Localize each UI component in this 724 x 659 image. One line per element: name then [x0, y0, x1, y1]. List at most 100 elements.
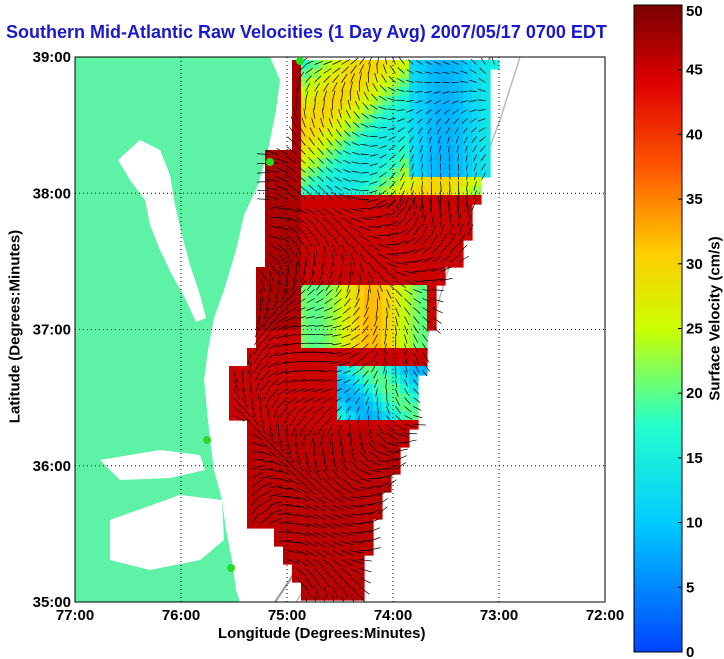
velocity-cell: [472, 60, 482, 70]
velocity-cell: [247, 492, 257, 502]
radar-station-marker[interactable]: [266, 158, 274, 166]
velocity-vector: [305, 325, 315, 327]
velocity-cell: [319, 159, 329, 169]
velocity-vector: [422, 307, 431, 313]
velocity-cell: [310, 168, 320, 178]
velocity-vector: [386, 451, 399, 453]
velocity-vector: [242, 370, 244, 383]
velocity-cell: [301, 114, 311, 124]
velocity-cell: [409, 96, 419, 106]
velocity-vector: [480, 154, 486, 162]
velocity-cell: [256, 339, 266, 349]
velocity-vector: [309, 127, 315, 137]
velocity-cell: [400, 96, 410, 106]
velocity-cell: [454, 60, 464, 70]
velocity-cell: [391, 195, 401, 205]
velocity-cell: [283, 303, 293, 313]
velocity-vector: [278, 487, 291, 490]
velocity-vector: [477, 109, 486, 111]
velocity-vector: [463, 136, 468, 144]
velocity-vector: [398, 136, 405, 143]
radar-station-marker[interactable]: [296, 57, 304, 65]
velocity-vector: [251, 479, 262, 488]
velocity-cell: [274, 177, 284, 187]
velocity-vector: [314, 523, 327, 529]
velocity-vector: [386, 472, 398, 479]
velocity-vector: [384, 370, 387, 379]
velocity-vector: [386, 479, 397, 488]
velocity-vector: [478, 127, 486, 132]
velocity-cell: [292, 87, 302, 97]
velocity-cell: [337, 132, 347, 142]
velocity-vector: [275, 176, 288, 182]
velocity-cell: [391, 213, 401, 223]
velocity-vector: [266, 178, 279, 182]
velocity-vector: [464, 145, 468, 153]
velocity-cell: [274, 339, 284, 349]
velocity-cell: [418, 141, 428, 151]
velocity-vector: [350, 451, 357, 463]
velocity-cell: [310, 141, 320, 151]
velocity-cell: [355, 303, 365, 313]
velocity-vector: [266, 195, 279, 200]
colorbar-tick-label: 40: [686, 126, 703, 143]
velocity-vector: [346, 280, 351, 293]
velocity-vector: [276, 148, 288, 155]
velocity-vector: [314, 325, 324, 327]
velocity-vector: [359, 352, 369, 362]
velocity-vector: [350, 496, 363, 500]
velocity-vector: [332, 559, 343, 568]
velocity-vector: [343, 130, 351, 137]
velocity-vector: [296, 79, 302, 92]
velocity-cell: [319, 186, 329, 196]
velocity-cell: [472, 150, 482, 160]
velocity-cell: [274, 366, 284, 376]
velocity-cell: [256, 348, 266, 358]
chesapeake-bay: [118, 140, 206, 322]
velocity-vector: [313, 406, 324, 414]
velocity-vector: [350, 208, 363, 212]
velocity-cell: [454, 141, 464, 151]
velocity-cell: [373, 69, 383, 79]
velocity-cell: [274, 150, 284, 160]
velocity-cell: [247, 465, 257, 475]
velocity-vector: [268, 325, 279, 334]
velocity-vector: [325, 167, 333, 173]
velocity-vector: [415, 91, 423, 93]
velocity-cell: [274, 294, 284, 304]
velocity-vector: [296, 541, 309, 546]
velocity-vector: [397, 67, 405, 74]
radar-station-marker[interactable]: [203, 436, 211, 444]
velocity-vector: [479, 136, 486, 142]
velocity-cell: [274, 285, 284, 295]
velocity-vector: [362, 316, 369, 326]
velocity-cell: [445, 60, 455, 70]
velocity-cell: [400, 186, 410, 196]
velocity-vector: [272, 298, 279, 310]
velocity-vector: [312, 397, 324, 404]
velocity-cell: [310, 60, 320, 70]
velocity-vector: [275, 352, 288, 357]
velocity-cell: [472, 186, 482, 196]
velocity-vector: [332, 90, 336, 101]
velocity-vector: [422, 316, 430, 323]
velocity-cell: [409, 159, 419, 169]
velocity-cell: [418, 123, 428, 133]
velocity-vector: [305, 253, 307, 266]
velocity-cell: [463, 123, 473, 133]
velocity-vector: [297, 298, 306, 304]
velocity-vector: [440, 233, 447, 245]
velocity-vector: [468, 90, 477, 92]
velocity-vector: [296, 523, 309, 527]
velocity-vector: [395, 397, 400, 406]
velocity-vector: [340, 99, 342, 110]
velocity-vector: [398, 57, 405, 65]
velocity-cell: [328, 267, 338, 277]
velocity-cell: [283, 186, 293, 196]
velocity-vector: [358, 280, 360, 293]
velocity-cell: [328, 168, 338, 178]
velocity-cell: [328, 150, 338, 160]
velocity-vector: [449, 244, 458, 254]
radar-station-marker[interactable]: [227, 564, 235, 572]
velocity-cell: [364, 177, 374, 187]
